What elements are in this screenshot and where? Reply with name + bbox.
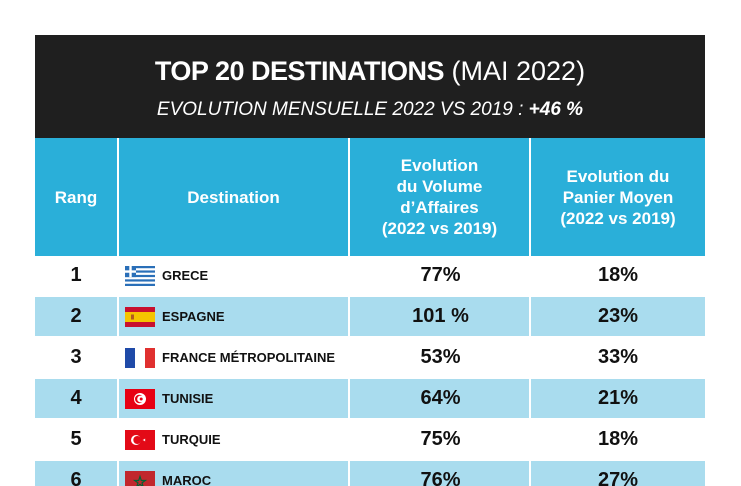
title-block: TOP 20 DESTINATIONS (MAI 2022) EVOLUTION… xyxy=(35,35,705,138)
greece-flag-icon xyxy=(125,265,155,286)
volume-cell: 75% xyxy=(420,428,461,450)
subtitle-text: EVOLUTION MENSUELLE 2022 VS 2019 : xyxy=(156,99,524,120)
header-panier-line: Evolution du xyxy=(566,166,670,186)
ranking-table: TOP 20 DESTINATIONS (MAI 2022) EVOLUTION… xyxy=(35,35,705,486)
spain-flag-icon xyxy=(125,306,155,327)
header-volume-line: Evolution xyxy=(400,156,479,175)
destination-name: ESPAGNE xyxy=(162,309,225,324)
destination-cell: FRANCE MÉTROPOLITAINE xyxy=(125,338,355,377)
header-divider xyxy=(117,138,119,256)
destination-name: MAROC xyxy=(162,473,212,486)
rank-cell: 6 xyxy=(70,469,82,486)
rank-cell: 5 xyxy=(70,428,82,450)
rank-cell: 4 xyxy=(70,387,82,409)
title-main: TOP 20 DESTINATIONS xyxy=(154,56,445,86)
subtitle: EVOLUTION MENSUELLE 2022 VS 2019 : +46 % xyxy=(35,98,705,122)
volume-cell: 64% xyxy=(420,387,461,409)
volume-cell: 53% xyxy=(420,346,461,368)
table-row: 1 GRECE 77% 18% xyxy=(35,256,705,295)
panier-cell: 27% xyxy=(597,469,639,486)
destination-name: FRANCE MÉTROPOLITAINE xyxy=(162,350,336,365)
rank-cell: 2 xyxy=(70,305,82,327)
subtitle-value: +46 % xyxy=(528,99,584,120)
header-divider xyxy=(529,138,531,256)
header-volume-line: d’Affaires xyxy=(400,198,479,217)
destination-cell: GRECE xyxy=(125,256,355,295)
title-period: (MAI 2022) xyxy=(451,56,586,86)
volume-cell: 77% xyxy=(420,264,461,286)
column-divider xyxy=(117,297,119,336)
table-row: 5 TURQUIE 75% 18% xyxy=(35,420,705,459)
panier-cell: 23% xyxy=(597,305,639,327)
table-row: 6 MAROC 76% 27% xyxy=(35,461,705,486)
france-flag-icon xyxy=(125,347,155,368)
tunisia-flag-icon xyxy=(125,388,155,409)
column-divider xyxy=(117,379,119,418)
header-panier-line: Panier Moyen xyxy=(562,187,674,207)
destination-name: TUNISIE xyxy=(162,391,214,406)
table-row: 3 FRANCE MÉTROPOLITAINE 53% 33% xyxy=(35,338,705,377)
table-row: 4 TUNISIE 64% 21% xyxy=(35,379,705,418)
panier-cell: 18% xyxy=(597,428,639,450)
destination-cell: ESPAGNE xyxy=(125,297,355,336)
panier-cell: 18% xyxy=(597,264,639,286)
header-volume-line: (2022 vs 2019) xyxy=(381,219,498,238)
panier-cell: 21% xyxy=(597,387,639,409)
table-row: 2 ESPAGNE 101 % 23% xyxy=(35,297,705,336)
destination-cell: TURQUIE xyxy=(125,420,355,459)
header-panier: Evolution du Panier Moyen (2022 vs 2019) xyxy=(531,138,705,256)
header-destination: Destination xyxy=(187,187,280,207)
turkey-flag-icon xyxy=(125,429,155,450)
header-volume: Evolution du Volume d’Affaires (2022 vs … xyxy=(350,138,529,256)
rank-cell: 3 xyxy=(70,346,82,368)
column-divider xyxy=(348,379,350,418)
destination-cell: TUNISIE xyxy=(125,379,355,418)
title: TOP 20 DESTINATIONS (MAI 2022) xyxy=(35,55,705,87)
header-panier-line: (2022 vs 2019) xyxy=(560,208,676,228)
panier-cell: 33% xyxy=(597,346,639,368)
column-divider xyxy=(348,461,350,486)
header-volume-line: du Volume xyxy=(396,177,483,196)
header-divider xyxy=(348,138,350,256)
column-divider xyxy=(348,297,350,336)
column-divider xyxy=(529,297,531,336)
column-divider xyxy=(529,461,531,486)
volume-cell: 76% xyxy=(420,469,461,486)
table-header: Rang Destination Evolution du Volume d’A… xyxy=(35,138,705,256)
column-divider xyxy=(529,379,531,418)
column-divider xyxy=(117,461,119,486)
destination-cell: MAROC xyxy=(125,461,355,486)
destination-name: GRECE xyxy=(162,268,209,283)
rank-cell: 1 xyxy=(70,264,82,286)
volume-cell: 101 % xyxy=(412,305,469,327)
morocco-flag-icon xyxy=(125,470,155,486)
destination-name: TURQUIE xyxy=(162,432,221,447)
header-rank: Rang xyxy=(54,187,98,207)
